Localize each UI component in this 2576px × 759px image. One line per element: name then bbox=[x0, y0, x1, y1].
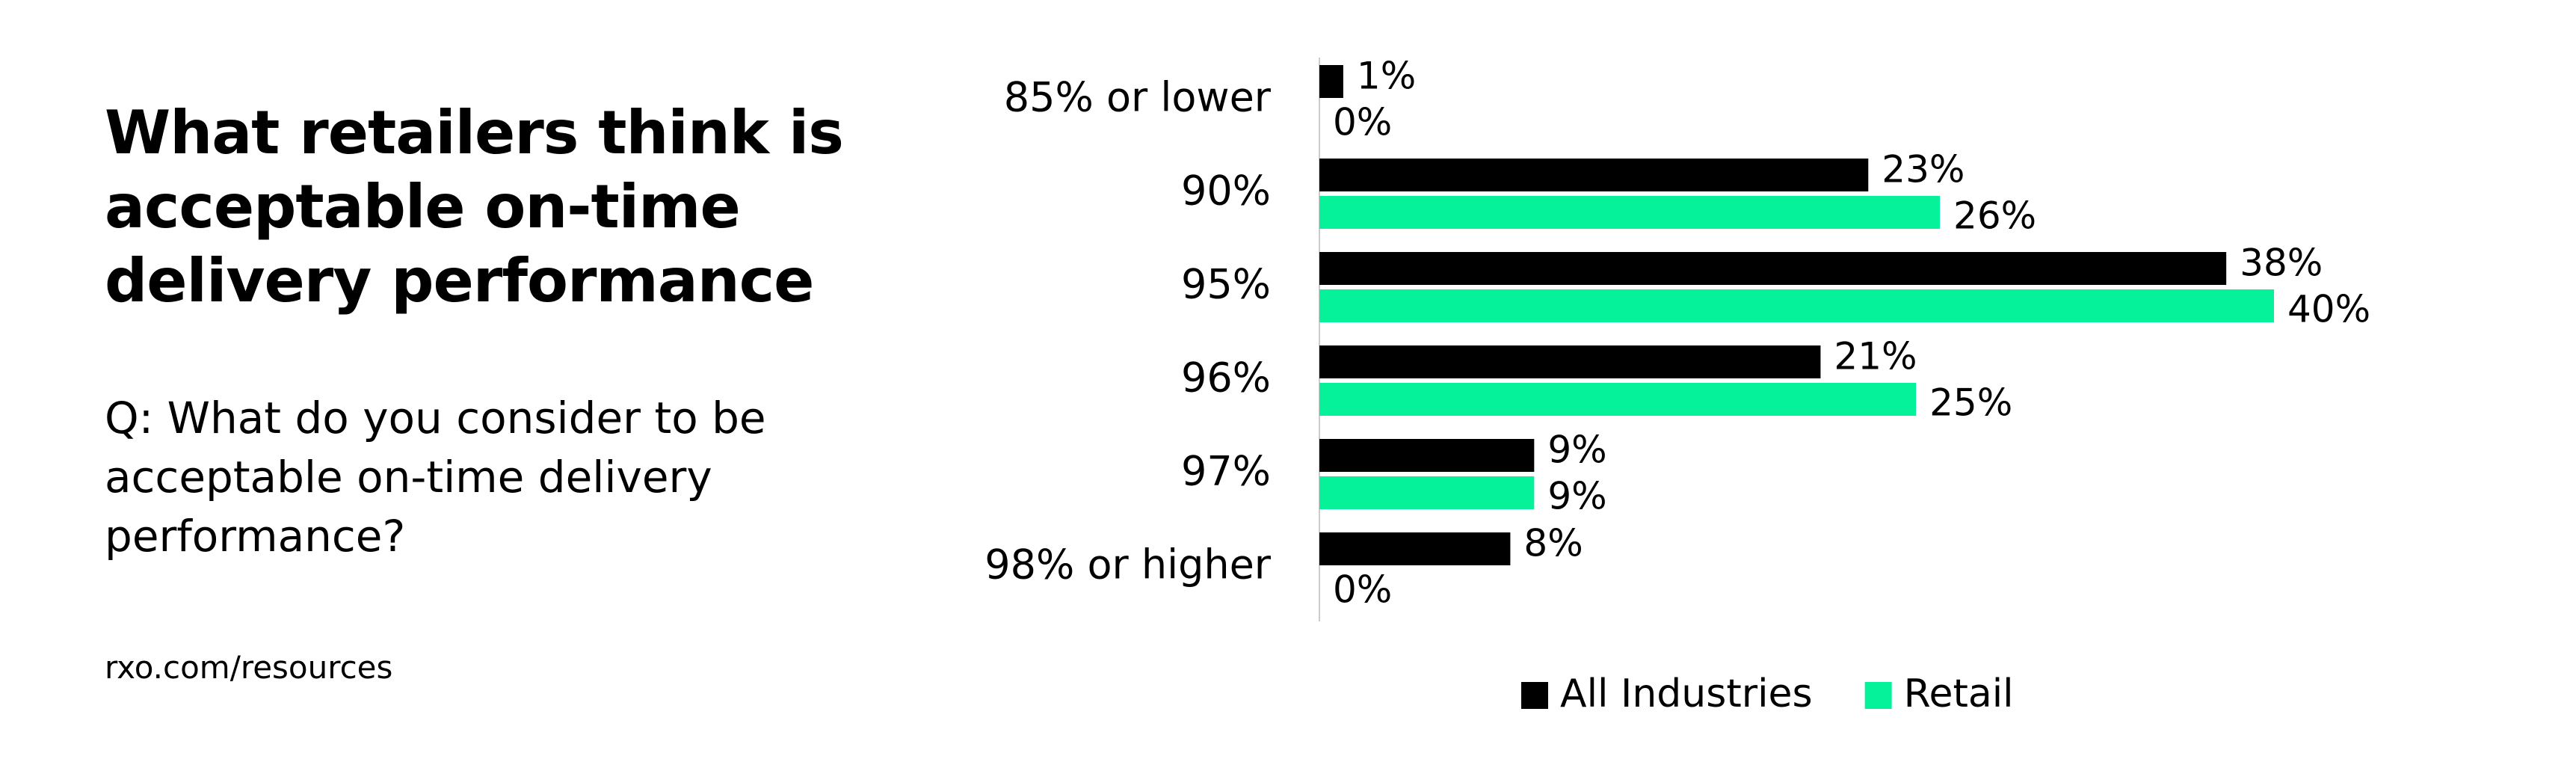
title: What retailers think is acceptable on-ti… bbox=[105, 98, 844, 316]
bar bbox=[1319, 196, 1941, 229]
value-label: 23% bbox=[1882, 148, 1965, 191]
bar bbox=[1319, 383, 1917, 416]
category-label: 97% bbox=[1181, 448, 1271, 495]
bar bbox=[1319, 289, 2274, 322]
legend-label: Retail bbox=[1904, 672, 2014, 716]
legend-swatch bbox=[1864, 682, 1892, 709]
value-label: 25% bbox=[1929, 381, 2012, 425]
bar bbox=[1319, 159, 1869, 191]
value-label: 9% bbox=[1547, 475, 1606, 518]
value-label: 9% bbox=[1547, 428, 1606, 472]
value-label: 1% bbox=[1357, 55, 1416, 98]
bar bbox=[1319, 439, 1535, 472]
bar bbox=[1319, 476, 1535, 509]
category-label: 85% or lower bbox=[1004, 74, 1272, 121]
value-label: 21% bbox=[1834, 335, 1917, 378]
value-label: 40% bbox=[2287, 288, 2370, 331]
bar bbox=[1319, 345, 1821, 378]
legend-swatch bbox=[1521, 682, 1548, 709]
subtitle: Q: What do you consider to be acceptable… bbox=[105, 393, 766, 562]
legend-label: All Industries bbox=[1560, 672, 1813, 716]
category-label: 95% bbox=[1181, 261, 1271, 308]
category-label: 96% bbox=[1181, 354, 1271, 402]
bar bbox=[1319, 65, 1343, 98]
value-label: 26% bbox=[1953, 194, 2036, 238]
bar bbox=[1319, 532, 1511, 565]
category-label: 90% bbox=[1181, 168, 1271, 215]
value-label: 8% bbox=[1523, 522, 1583, 565]
value-label: 0% bbox=[1333, 101, 1392, 144]
source: rxo.com/resources bbox=[105, 649, 393, 686]
value-label: 0% bbox=[1333, 568, 1392, 612]
value-label: 38% bbox=[2240, 242, 2323, 285]
category-label: 98% or higher bbox=[985, 541, 1272, 589]
bar bbox=[1319, 252, 2227, 285]
